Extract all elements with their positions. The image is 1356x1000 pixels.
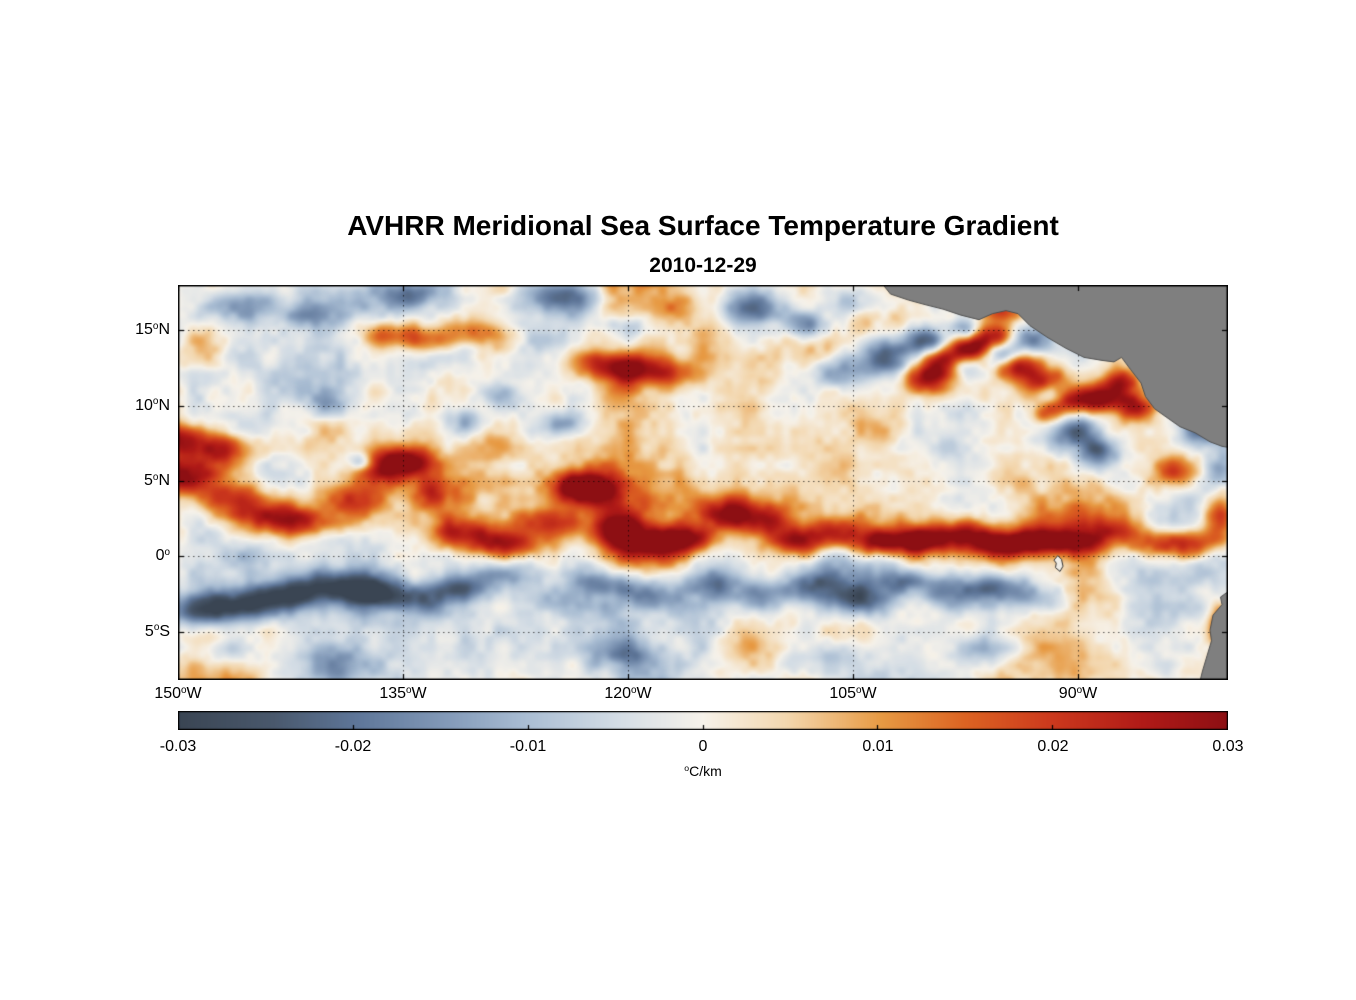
degree-symbol: o xyxy=(152,396,159,408)
colorbar xyxy=(178,711,1228,730)
chart-title: AVHRR Meridional Sea Surface Temperature… xyxy=(347,210,1059,241)
y-tick-label: 10oN xyxy=(0,396,170,418)
tick-number: 5 xyxy=(144,471,153,489)
colorbar-tick-label: 0.01 xyxy=(862,738,894,755)
hemisphere-letter: W xyxy=(1082,685,1098,702)
hemisphere-letter: W xyxy=(411,685,427,702)
degree-symbol: o xyxy=(164,546,170,558)
colorbar-tick-label: 0.03 xyxy=(1212,738,1244,755)
plot-area xyxy=(178,285,1228,680)
colorbar-label-text: C/km xyxy=(689,763,722,779)
degree-symbol: o xyxy=(181,684,187,696)
x-tick-label: 150oW xyxy=(154,685,201,703)
hemisphere-letter: N xyxy=(158,396,170,414)
colorbar-tick-label: -0.03 xyxy=(159,738,197,755)
tick-number: 120 xyxy=(604,685,632,702)
tick-number: 135 xyxy=(379,685,407,702)
x-tick-label: 120oW xyxy=(604,685,651,703)
degree-symbol: o xyxy=(684,763,690,774)
x-tick-label: 105oW xyxy=(829,685,876,703)
degree-symbol: o xyxy=(1076,684,1083,696)
tick-number: 90 xyxy=(1058,685,1077,702)
tick-number: 0 xyxy=(155,547,165,565)
colorbar-canvas xyxy=(178,711,1228,730)
y-tick-label: 5oN xyxy=(0,471,170,493)
y-tick-label: 0o xyxy=(0,546,170,568)
colorbar-tick-label: -0.02 xyxy=(334,738,372,755)
degree-symbol: o xyxy=(152,320,159,332)
colorbar-tick-label: 0 xyxy=(698,738,708,755)
degree-symbol: o xyxy=(631,684,637,696)
colorbar-tick-label: 0.02 xyxy=(1037,738,1069,755)
degree-symbol: o xyxy=(152,471,159,483)
hemisphere-letter: S xyxy=(159,622,170,640)
chart-subtitle: 2010-12-29 xyxy=(649,254,757,277)
tick-number: 10 xyxy=(135,396,153,414)
colorbar-tick-label: -0.01 xyxy=(509,738,547,755)
hemisphere-letter: N xyxy=(158,471,170,489)
x-tick-label: 135oW xyxy=(379,685,426,703)
degree-symbol: o xyxy=(406,684,412,696)
tick-number: 105 xyxy=(829,685,857,702)
heatmap-canvas xyxy=(178,285,1228,680)
y-tick-label: 15oN xyxy=(0,320,170,342)
tick-number: 150 xyxy=(154,685,182,702)
hemisphere-letter: W xyxy=(186,685,202,702)
hemisphere-letter: W xyxy=(636,685,652,702)
hemisphere-letter: W xyxy=(861,685,877,702)
x-tick-label: 90oW xyxy=(1059,685,1097,703)
colorbar-label: oC/km xyxy=(178,763,1228,779)
degree-symbol: o xyxy=(153,622,160,634)
tick-number: 5 xyxy=(144,622,154,640)
degree-symbol: o xyxy=(856,684,862,696)
y-tick-label: 5oS xyxy=(0,622,170,644)
tick-number: 15 xyxy=(135,321,153,339)
hemisphere-letter: N xyxy=(158,321,170,339)
